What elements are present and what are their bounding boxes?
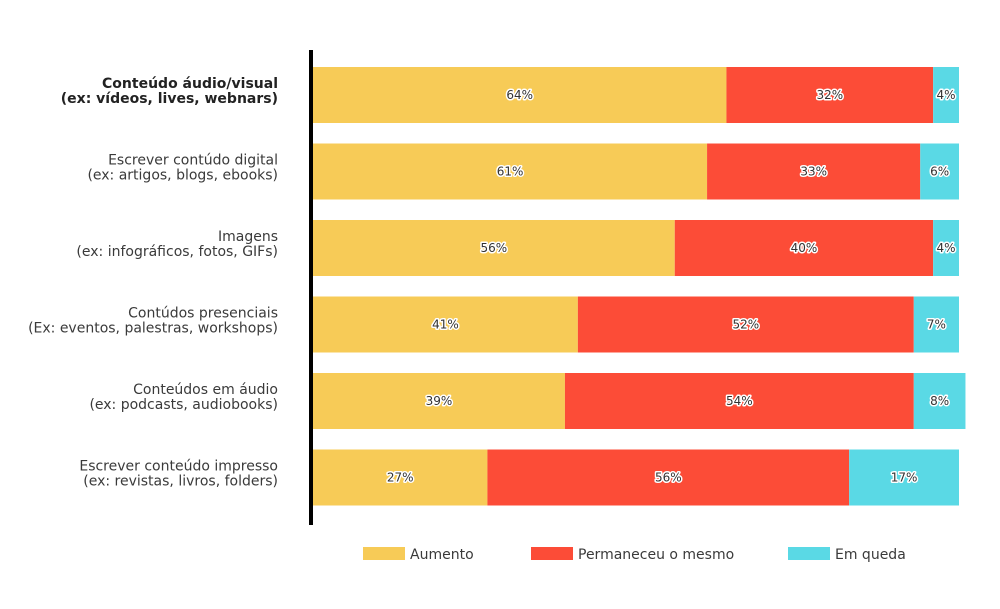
data-label: 39% <box>426 394 453 408</box>
category-label: (ex: artigos, blogs, ebooks) <box>87 168 278 184</box>
data-label: 27% <box>387 471 414 485</box>
data-label: 6% <box>930 165 949 179</box>
bar-segment[interactable] <box>313 373 565 429</box>
category-label: Escrever conteúdo impresso <box>79 459 278 475</box>
bar-segment[interactable] <box>933 67 959 123</box>
legend-label: Em queda <box>835 547 906 563</box>
bar-segment[interactable] <box>313 67 727 123</box>
category-label: Imagens <box>218 229 278 245</box>
data-label: 4% <box>937 88 956 102</box>
data-label: 41% <box>432 318 459 332</box>
bar-segment[interactable] <box>577 296 914 353</box>
data-label: 8% <box>930 394 949 408</box>
category-label: (ex: infográficos, fotos, GIFs) <box>76 244 278 260</box>
category-label: Contúdos presenciais <box>128 306 278 322</box>
bar-segment[interactable] <box>313 296 578 353</box>
category-label: (Ex: eventos, palestras, workshops) <box>28 321 278 337</box>
legend-swatch <box>531 547 573 560</box>
data-label: 7% <box>927 318 946 332</box>
data-label: 64% <box>506 88 533 102</box>
category-labels: Conteúdo áudio/visual(ex: vídeos, lives,… <box>28 76 278 490</box>
legend-item[interactable]: Aumento <box>363 547 474 563</box>
bar-segment[interactable] <box>920 143 959 200</box>
category-label: Conteúdos em áudio <box>133 382 278 398</box>
bar-segment[interactable] <box>313 220 675 276</box>
category-label: (ex: vídeos, lives, webnars) <box>61 91 278 107</box>
legend-swatch <box>788 547 830 560</box>
data-label: 56% <box>655 471 682 485</box>
data-label: 4% <box>937 241 956 255</box>
category-label: Conteúdo áudio/visual <box>102 76 278 92</box>
data-label: 17% <box>891 471 918 485</box>
data-label: 61% <box>497 165 524 179</box>
bar-segment[interactable] <box>564 373 914 429</box>
category-label: (ex: podcasts, audiobooks) <box>89 397 278 413</box>
data-label: 33% <box>800 165 827 179</box>
legend[interactable]: Aumento Permaneceu o mesmo Em queda <box>363 547 906 563</box>
data-label: 32% <box>816 88 843 102</box>
data-label: 40% <box>791 241 818 255</box>
data-label: 52% <box>732 318 759 332</box>
bar-segment[interactable] <box>707 143 921 200</box>
legend-label: Aumento <box>410 547 474 563</box>
bar-segment[interactable] <box>933 220 959 276</box>
bar-segment[interactable] <box>313 449 488 506</box>
legend-item[interactable]: Em queda <box>788 547 906 563</box>
data-label: 56% <box>481 241 508 255</box>
bar-segment[interactable] <box>913 373 966 429</box>
bar-segment[interactable] <box>313 143 708 200</box>
bar-segment[interactable] <box>487 449 850 506</box>
data-label: 54% <box>726 394 753 408</box>
legend-swatch <box>363 547 405 560</box>
legend-label: Permaneceu o mesmo <box>578 547 734 563</box>
bar-segment[interactable] <box>913 296 959 353</box>
bar-segment[interactable] <box>849 449 959 506</box>
category-label: (ex: revistas, livros, folders) <box>83 474 278 490</box>
bar-segment[interactable] <box>674 220 934 276</box>
bars-group: 64% 32% 4% 61% 33% 6% 56% 40% 4% 41% 52% 7% 39% 54% 8%… <box>313 67 966 506</box>
bar-segment[interactable] <box>726 67 934 123</box>
category-label: Escrever contúdo digital <box>108 153 278 169</box>
legend-item[interactable]: Permaneceu o mesmo <box>531 547 734 563</box>
